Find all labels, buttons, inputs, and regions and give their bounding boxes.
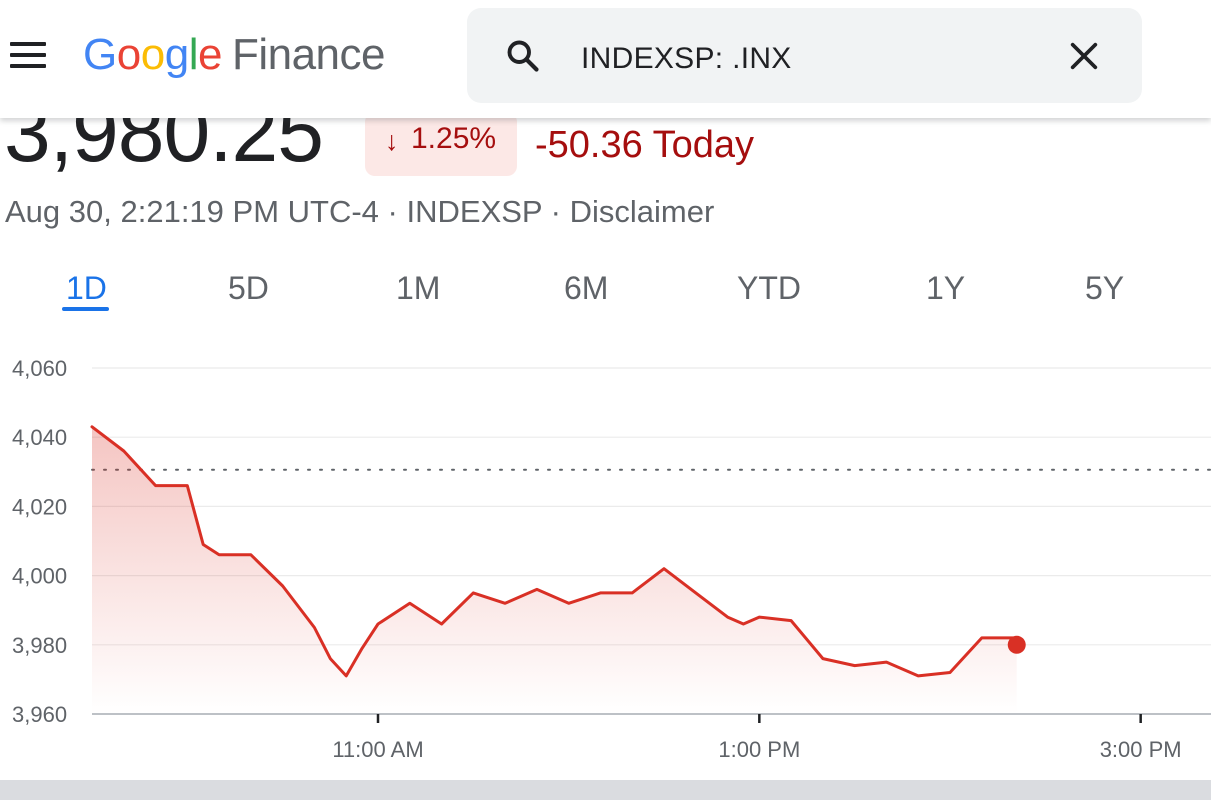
bottom-scroll-edge [0,780,1211,800]
arrow-down-icon: ↓ [385,126,399,156]
change-today: -50.36 Today [535,124,755,166]
logo-letter: e [197,30,222,79]
change-percent-badge: ↓ 1.25% [365,112,517,176]
separator: · [550,194,561,229]
price-area-fill [92,426,1017,714]
google-finance-logo[interactable]: Google Finance [83,30,386,80]
hamburger-menu-icon[interactable] [10,40,48,70]
tab-5y[interactable]: 5Y [1085,270,1125,306]
y-tick-label: 3,960 [12,702,67,727]
y-tick-label: 4,060 [12,356,67,381]
tab-6m[interactable]: 6M [564,270,609,306]
price-chart[interactable]: 4,060 4,040 4,020 4,000 3,980 3,960 11:00 AM 1:… [0,330,1211,780]
search-input[interactable]: INDEXSP: .INX [581,42,792,75]
app-bar: Google Finance INDEXSP: .INX [0,0,1211,118]
separator: · [387,194,398,229]
y-tick-label: 3,980 [12,633,67,658]
logo-letter: l [188,30,199,79]
tab-ytd[interactable]: YTD [737,270,801,306]
y-tick-label: 4,040 [12,425,67,450]
exchange-name: INDEXSP [406,194,543,229]
disclaimer-link[interactable]: Disclaimer [569,194,715,229]
x-tick-label: 3:00 PM [1100,737,1182,762]
tab-1d[interactable]: 1D [66,270,107,306]
quote-timestamp: Aug 30, 2:21:19 PM UTC-4 [5,194,379,229]
tab-1y[interactable]: 1Y [926,270,966,306]
tab-5d[interactable]: 5D [228,270,269,306]
google-wordmark: Google [83,30,222,79]
logo-letter: g [164,30,189,79]
y-tick-label: 4,020 [12,494,67,519]
logo-letter: G [83,30,117,79]
x-tick-label: 1:00 PM [718,737,800,762]
close-icon[interactable] [1067,39,1101,73]
logo-letter: o [140,30,165,79]
search-icon[interactable] [505,38,541,74]
tab-1m[interactable]: 1M [396,270,441,306]
logo-letter: o [116,30,141,79]
active-tab-indicator [62,307,109,311]
y-tick-label: 4,000 [12,564,67,589]
quote-meta: Aug 30, 2:21:19 PM UTC-4 · INDEXSP · Dis… [5,194,714,230]
change-percent: 1.25% [411,122,497,155]
finance-wordmark: Finance [231,30,386,79]
x-tick-label: 11:00 AM [332,737,423,762]
search-box[interactable]: INDEXSP: .INX [467,8,1142,103]
current-price-dot[interactable] [1007,635,1026,654]
